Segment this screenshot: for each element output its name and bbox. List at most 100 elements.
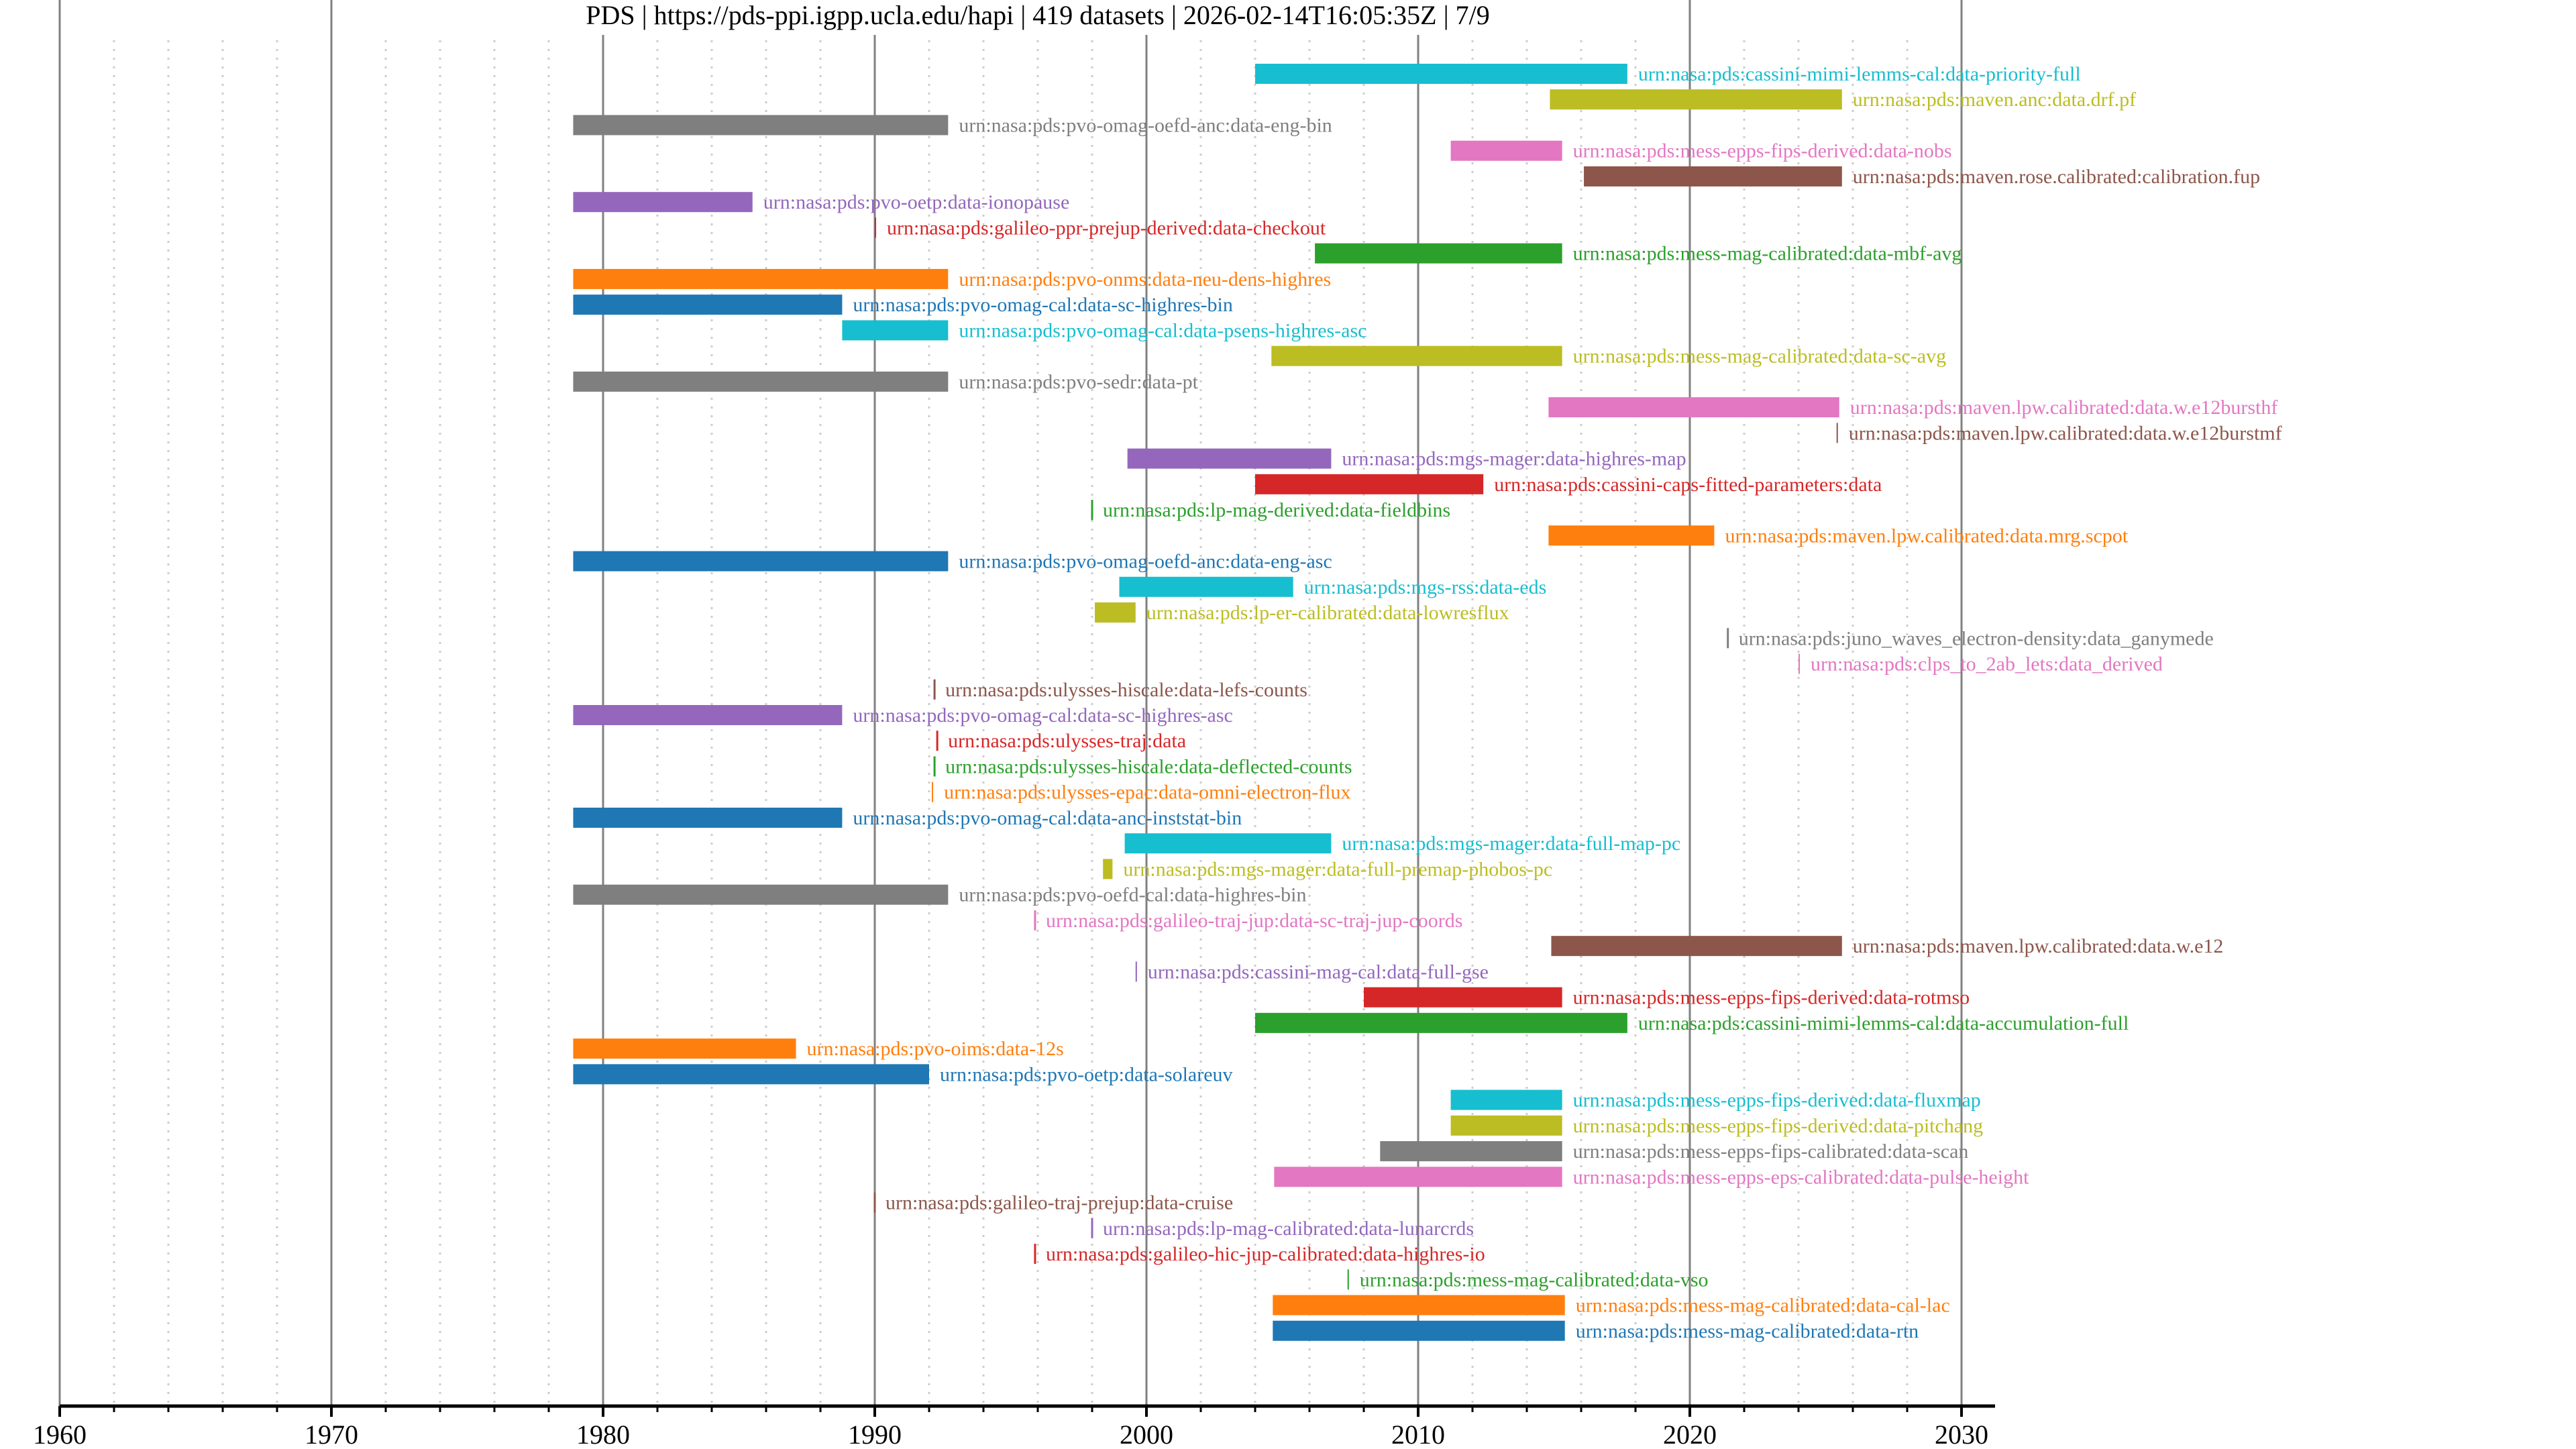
dataset-bar: [875, 217, 877, 238]
dataset-label: urn:nasa:pds:mess-epps-fips-derived:data…: [1573, 140, 1952, 162]
dataset-bar: [1124, 833, 1332, 854]
dataset-bar: [1548, 397, 1839, 418]
dataset-row: urn:nasa:pds:ulysses-hiscale:data-deflec…: [933, 755, 1352, 777]
dataset-row: urn:nasa:pds:mess-mag-calibrated:data-vs…: [1347, 1269, 1709, 1291]
dataset-row: urn:nasa:pds:pvo-oetp:data-ionopause: [573, 191, 1069, 213]
dataset-label: urn:nasa:pds:ulysses-hiscale:data-deflec…: [945, 755, 1352, 777]
dataset-label: urn:nasa:pds:galileo-traj-prejup:data-cr…: [885, 1192, 1233, 1214]
dataset-bar: [1450, 1089, 1562, 1110]
dataset-row: urn:nasa:pds:ulysses-traj:data: [936, 730, 1186, 752]
dataset-label: urn:nasa:pds:mgs-rss:data-eds: [1304, 576, 1547, 598]
dataset-row: urn:nasa:pds:maven.lpw.calibrated:data.w…: [1836, 422, 2282, 444]
dataset-bar: [573, 371, 949, 392]
dataset-bar: [1255, 1012, 1627, 1033]
dataset-label: urn:nasa:pds:cassini-mimi-lemms-cal:data…: [1638, 1012, 2129, 1034]
dataset-row: urn:nasa:pds:cassini-mimi-lemms-cal:data…: [1255, 1012, 2129, 1034]
dataset-row: urn:nasa:pds:mess-epps-fips-derived:data…: [1450, 1089, 1981, 1112]
x-tick-label: 1980: [576, 1419, 630, 1449]
dataset-row: urn:nasa:pds:galileo-hic-jup-calibrated:…: [1034, 1243, 1485, 1265]
dataset-row: urn:nasa:pds:mgs-mager:data-highres-map: [1127, 448, 1686, 470]
dataset-row: urn:nasa:pds:pvo-oetp:data-solareuv: [573, 1063, 1233, 1085]
dataset-bar: [1364, 987, 1562, 1008]
dataset-row: urn:nasa:pds:maven.lpw.calibrated:data.w…: [1551, 935, 2223, 957]
dataset-label: urn:nasa:pds:pvo-omag-cal:data-psens-hig…: [959, 319, 1366, 341]
dataset-bar: [1271, 345, 1562, 366]
dataset-label: urn:nasa:pds:clps_to_2ab_lets:data_deriv…: [1811, 653, 2163, 676]
dataset-bar: [573, 884, 949, 905]
dataset-label: urn:nasa:pds:pvo-omag-cal:data-anc-insts…: [853, 807, 1242, 829]
x-axis: 1960 1970 1980 1990 2000 2010 2020 2030: [33, 1404, 1995, 1449]
dataset-row: urn:nasa:pds:cassini-mimi-lemms-cal:data…: [1255, 63, 2081, 85]
dataset-row: urn:nasa:pds:mess-mag-calibrated:data-rt…: [1273, 1320, 1919, 1342]
dataset-label: urn:nasa:pds:pvo-omag-oefd-anc:data-eng-…: [959, 114, 1332, 136]
dataset-row: urn:nasa:pds:mess-epps-fips-calibrated:d…: [1380, 1140, 1968, 1163]
dataset-label: urn:nasa:pds:pvo-omag-cal:data-sc-highre…: [853, 704, 1232, 727]
dataset-bar: [573, 705, 843, 725]
dataset-label: urn:nasa:pds:maven.lpw.calibrated:data.w…: [1853, 935, 2224, 957]
dataset-bar: [573, 294, 843, 315]
dataset-bar: [1274, 1167, 1562, 1187]
dataset-label: urn:nasa:pds:mess-mag-calibrated:data-rt…: [1576, 1320, 1919, 1342]
dataset-label: urn:nasa:pds:maven.lpw.calibrated:data.w…: [1850, 396, 2278, 419]
dataset-label: urn:nasa:pds:mess-epps-fips-derived:data…: [1573, 987, 1970, 1009]
dataset-label: urn:nasa:pds:pvo-omag-oefd-anc:data-eng-…: [959, 551, 1332, 573]
dataset-bar: [1551, 936, 1842, 957]
dataset-bar: [1273, 1320, 1565, 1341]
dataset-row: urn:nasa:pds:mgs-mager:data-full-premap-…: [1103, 858, 1552, 880]
dataset-row: urn:nasa:pds:lp-mag-derived:data-fieldbi…: [1091, 499, 1450, 521]
dataset-row: urn:nasa:pds:mess-epps-fips-derived:data…: [1450, 1115, 1983, 1137]
dataset-label: urn:nasa:pds:mess-mag-calibrated:data-mb…: [1573, 243, 1962, 265]
dataset-row: urn:nasa:pds:mess-mag-calibrated:data-ca…: [1273, 1295, 1950, 1317]
dataset-row: urn:nasa:pds:mess-mag-calibrated:data-mb…: [1315, 243, 1962, 265]
dataset-label: urn:nasa:pds:lp-mag-calibrated:data-luna…: [1103, 1218, 1474, 1240]
dataset-bar: [842, 320, 949, 341]
dataset-bar: [1550, 89, 1842, 110]
dataset-label: urn:nasa:pds:pvo-omag-cal:data-sc-highre…: [853, 294, 1232, 316]
dataset-row: urn:nasa:pds:mess-epps-eps-calibrated:da…: [1274, 1166, 2029, 1188]
dataset-label: urn:nasa:pds:lp-mag-derived:data-fieldbi…: [1103, 499, 1450, 521]
title-background: [557, 0, 1523, 35]
dataset-row: urn:nasa:pds:ulysses-epac:data-omni-elec…: [932, 782, 1351, 804]
dataset-bar: [573, 1064, 929, 1085]
dataset-row: urn:nasa:pds:ulysses-hiscale:data-lefs-c…: [933, 679, 1307, 701]
dataset-label: urn:nasa:pds:galileo-ppr-prejup-derived:…: [887, 217, 1326, 239]
x-tick-label: 2020: [1663, 1419, 1717, 1449]
x-tick-label: 1970: [305, 1419, 358, 1449]
dataset-bar: [1255, 64, 1627, 84]
dataset-row: urn:nasa:pds:pvo-omag-oefd-anc:data-eng-…: [573, 551, 1332, 573]
dataset-bar: [1135, 961, 1137, 982]
dataset-label: urn:nasa:pds:pvo-oetp:data-solareuv: [940, 1063, 1233, 1085]
dataset-bars: urn:nasa:pds:cassini-mimi-lemms-cal:data…: [573, 63, 2282, 1342]
dataset-row: urn:nasa:pds:galileo-traj-prejup:data-cr…: [873, 1192, 1233, 1214]
dataset-row: urn:nasa:pds:mess-mag-calibrated:data-sc…: [1271, 345, 1946, 368]
x-tick-label: 1990: [848, 1419, 902, 1449]
dataset-bar: [1119, 576, 1293, 597]
dataset-row: urn:nasa:pds:pvo-omag-cal:data-sc-highre…: [573, 294, 1233, 316]
dataset-row: urn:nasa:pds:pvo-omag-cal:data-sc-highre…: [573, 704, 1233, 727]
dataset-row: urn:nasa:pds:mgs-rss:data-eds: [1119, 576, 1547, 598]
dataset-label: urn:nasa:pds:maven.lpw.calibrated:data.w…: [1849, 422, 2282, 444]
dataset-row: urn:nasa:pds:galileo-traj-jup:data-sc-tr…: [1034, 910, 1462, 932]
dataset-row: urn:nasa:pds:maven.lpw.calibrated:data.w…: [1548, 396, 2277, 419]
dataset-label: urn:nasa:pds:pvo-oims:data-12s: [807, 1038, 1064, 1060]
dataset-bar: [1548, 525, 1715, 546]
dataset-label: urn:nasa:pds:mess-epps-fips-derived:data…: [1573, 1115, 1983, 1137]
dataset-bar: [1450, 140, 1562, 161]
dataset-bar: [1347, 1269, 1349, 1290]
dataset-row: urn:nasa:pds:mess-epps-fips-derived:data…: [1364, 987, 1970, 1009]
dataset-label: urn:nasa:pds:mess-epps-fips-derived:data…: [1573, 1089, 1981, 1112]
dataset-row: urn:nasa:pds:lp-er-calibrated:data-lowre…: [1095, 602, 1509, 624]
dataset-bar: [1255, 474, 1484, 494]
dataset-row: urn:nasa:pds:maven.rose.calibrated:calib…: [1584, 166, 2260, 188]
dataset-label: urn:nasa:pds:maven.lpw.calibrated:data.m…: [1725, 525, 2128, 547]
dataset-bar: [1584, 166, 1842, 186]
dataset-bar: [1450, 1115, 1562, 1136]
dataset-label: urn:nasa:pds:mgs-mager:data-highres-map: [1342, 448, 1686, 470]
dataset-row: urn:nasa:pds:pvo-omag-cal:data-psens-hig…: [842, 319, 1366, 341]
dataset-bar: [1315, 243, 1562, 264]
dataset-row: urn:nasa:pds:pvo-sedr:data-pt: [573, 371, 1199, 393]
dataset-row: urn:nasa:pds:galileo-ppr-prejup-derived:…: [875, 217, 1326, 239]
dataset-bar: [932, 782, 934, 802]
dataset-bar: [1380, 1141, 1562, 1162]
dataset-label: urn:nasa:pds:galileo-traj-jup:data-sc-tr…: [1046, 910, 1462, 932]
